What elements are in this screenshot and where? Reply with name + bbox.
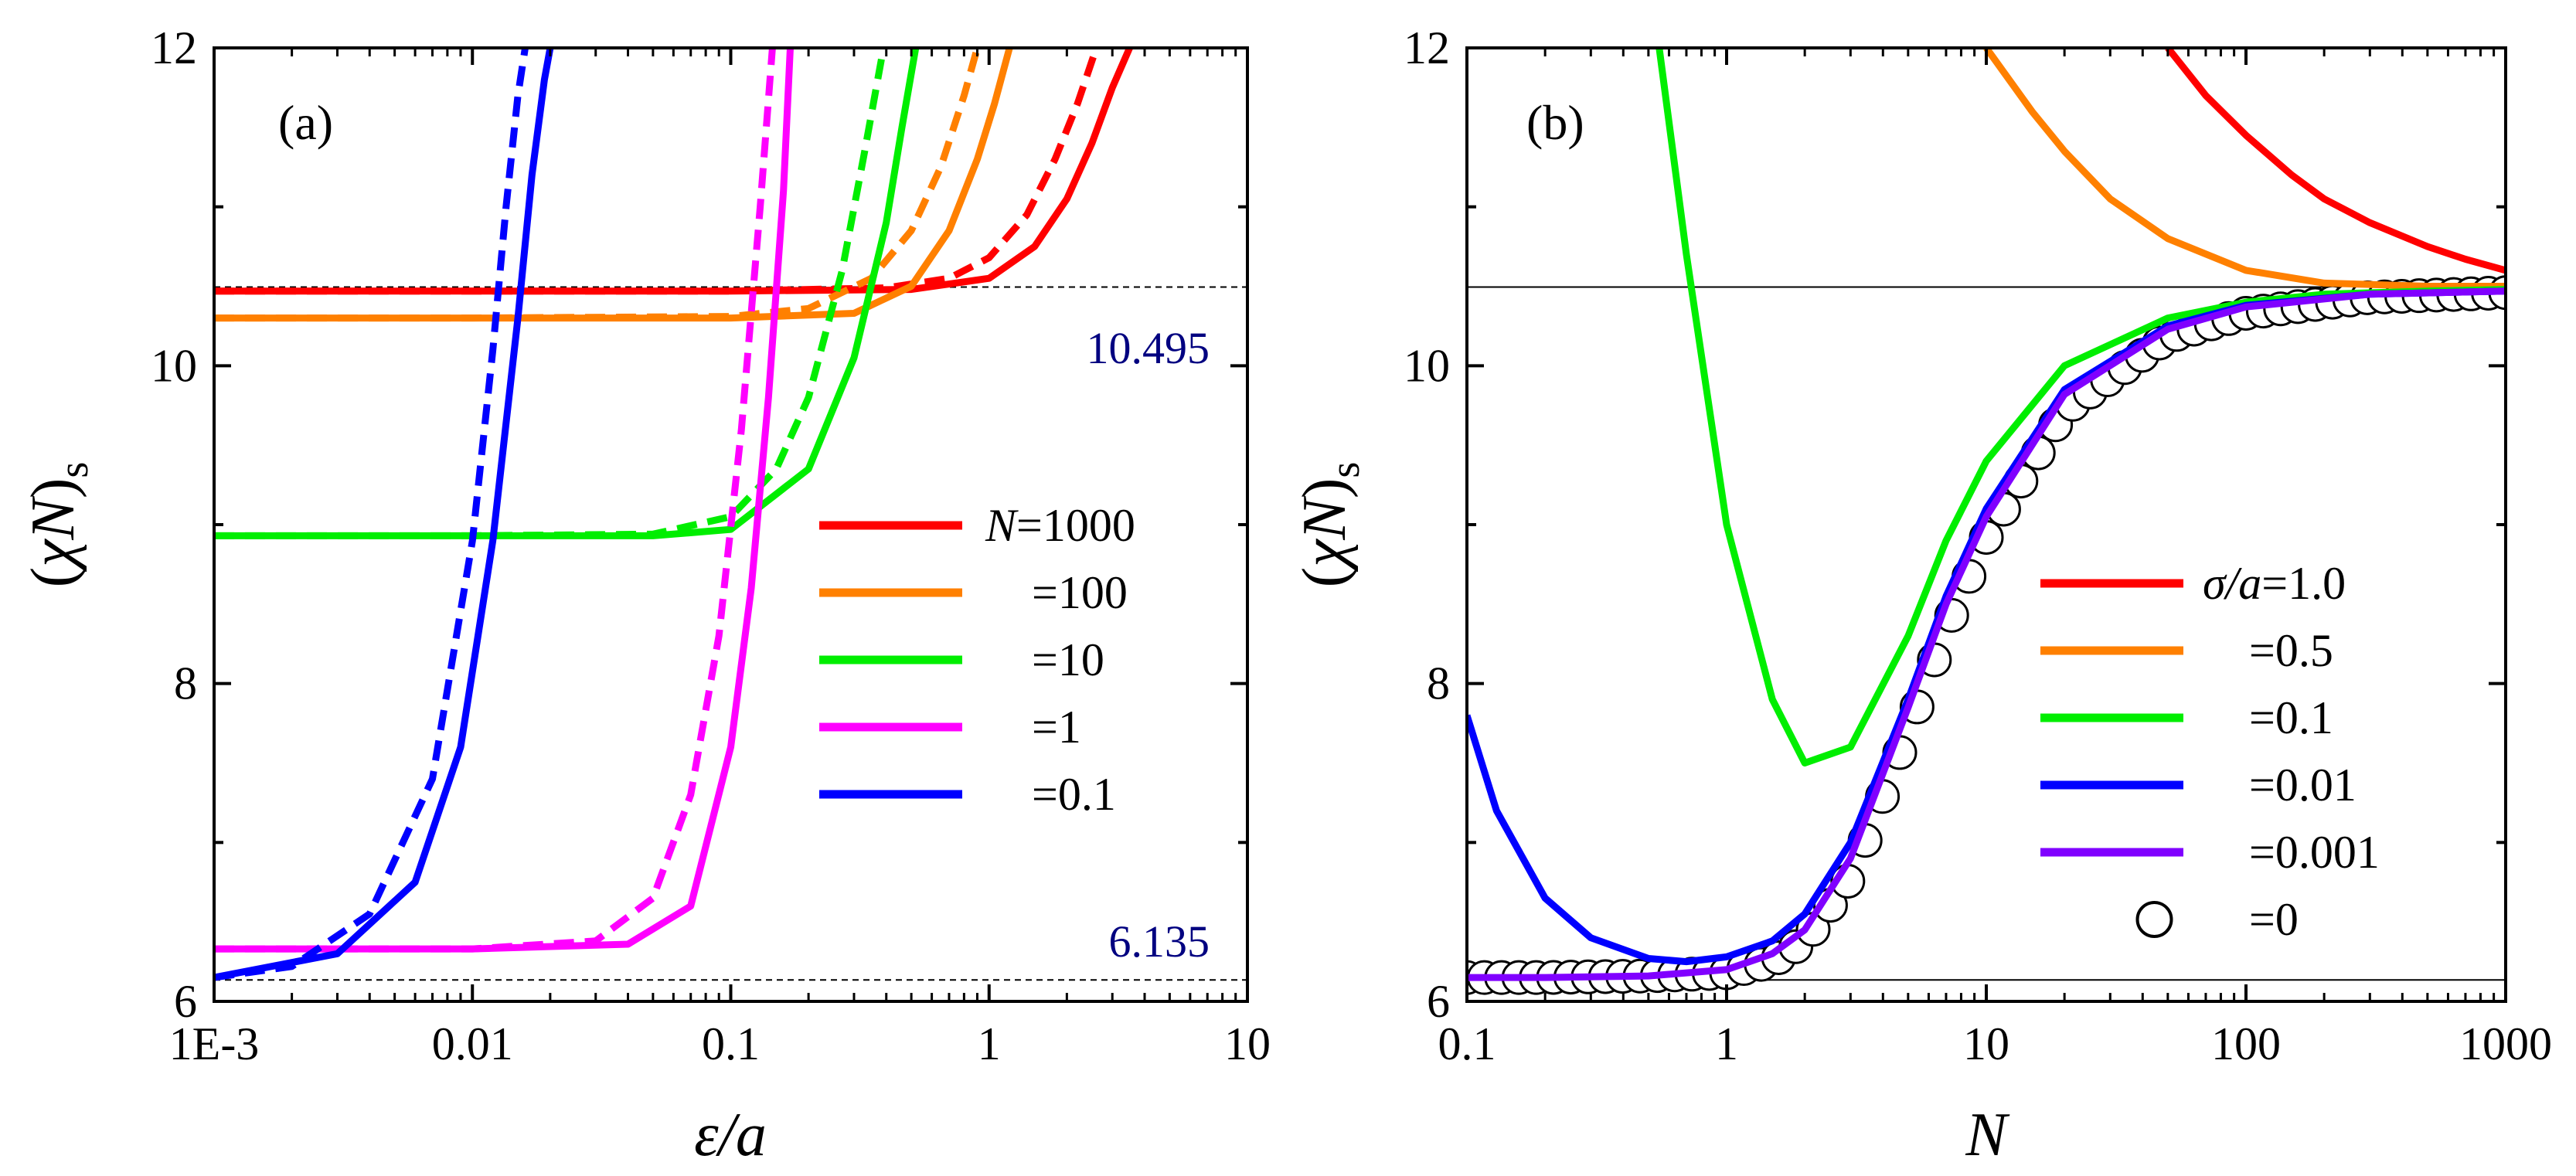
panel-b: 0.1 1 10 100 1000 6 8 10 12 (b) σ/a=1.0 =0.5 =0.1 =… bbox=[1291, 22, 2552, 1169]
panel-a-y-tick-label: 6 bbox=[174, 976, 197, 1027]
panel-b-legend-title: σ/a bbox=[2203, 558, 2261, 609]
panel-b-x-tick-label: 1 bbox=[1715, 1018, 1738, 1069]
panel-b-legend-label: σ/a=1.0 bbox=[2203, 558, 2346, 609]
panel-a-ref-label-lower: 6.135 bbox=[1109, 916, 1210, 967]
panel-a-legend-title: N bbox=[985, 500, 1019, 551]
panel-a-series-solid-line bbox=[214, 48, 794, 953]
panel-b-legend-marker bbox=[2135, 901, 2173, 938]
panel-b-series-line bbox=[1467, 287, 2506, 981]
panel-b-legend-label: =0.5 bbox=[2249, 625, 2333, 676]
panel-a-x-tick-label: 1E-3 bbox=[169, 1018, 260, 1069]
panel-b-y-axis-label: (χN)s bbox=[1291, 462, 1368, 588]
panel-b-x-tick-label: 0.1 bbox=[1438, 1018, 1496, 1069]
panel-a-series-solid-line bbox=[214, 48, 1133, 295]
panel-a-y-tick-label: 12 bbox=[151, 22, 197, 73]
panel-a-x-tick-label: 10 bbox=[1224, 1018, 1271, 1069]
panel-b-label: (b) bbox=[1526, 95, 1584, 150]
panel-b-x-tick-label: 100 bbox=[2211, 1018, 2281, 1069]
panel-a-legend-label: =0.1 bbox=[1032, 769, 1116, 820]
panel-a-series-solid-line bbox=[214, 48, 554, 981]
panel-a-series-dashed-line bbox=[214, 48, 981, 322]
panel-b-legend-label-value: =1.0 bbox=[2261, 558, 2346, 609]
panel-b-y-tick-label: 12 bbox=[1404, 22, 1450, 73]
panel-b-y-tick-label: 10 bbox=[1404, 340, 1450, 391]
panel-a-legend-label-value: =1000 bbox=[1016, 500, 1135, 551]
panel-b-x-axis-label: N bbox=[1965, 1101, 2010, 1169]
panel-a-series-solid-line bbox=[214, 48, 920, 539]
panel-a-series-dashed-line bbox=[214, 48, 529, 981]
panel-a-y-tick-label: 10 bbox=[151, 340, 197, 391]
panel-b-legend-label: =0 bbox=[2249, 894, 2299, 945]
panel-a-label: (a) bbox=[278, 95, 333, 150]
panel-a-legend-label: N=1000 bbox=[985, 500, 1135, 551]
panel-a-x-tick-label: 1 bbox=[978, 1018, 1001, 1069]
panel-b-series-line bbox=[2165, 48, 2506, 274]
panel-a-x-axis-label: ε/a bbox=[694, 1101, 767, 1169]
panel-b-legend: σ/a=1.0 =0.5 =0.1 =0.01 =0.001 =0 bbox=[2040, 558, 2380, 945]
panel-b-x-tick-label: 10 bbox=[1963, 1018, 2009, 1069]
panel-a-curves bbox=[214, 48, 1133, 981]
panel-b-legend-label: =0.001 bbox=[2249, 827, 2380, 878]
panel-a-reference-lines bbox=[214, 286, 1247, 981]
panel-a-legend-label: =10 bbox=[1032, 634, 1104, 685]
panel-a-series-solid-line bbox=[214, 48, 1013, 322]
panel-a-x-tick-label: 0.01 bbox=[432, 1018, 513, 1069]
panel-b-y-tick-label: 6 bbox=[1427, 976, 1450, 1027]
panel-a-y-tick-label: 8 bbox=[174, 658, 197, 709]
panel-b-legend-label: =0.01 bbox=[2249, 760, 2357, 811]
panel-a-ref-label-upper: 10.495 bbox=[1087, 323, 1210, 373]
panel-a-legend: N=1000 =100 =10 =1 =0.1 bbox=[819, 500, 1135, 820]
panel-a-legend-label: =1 bbox=[1032, 702, 1081, 753]
panel-b-x-tick-label: 1000 bbox=[2459, 1018, 2552, 1069]
panel-b-curves bbox=[1467, 48, 2506, 995]
panel-a-y-axis-label: (χN)s bbox=[19, 462, 97, 588]
panel-b-ticks: 0.1 1 10 100 1000 6 8 10 12 bbox=[1404, 22, 2552, 1069]
panel-b-y-tick-label: 8 bbox=[1427, 658, 1450, 709]
panel-b-series-line bbox=[1983, 48, 2506, 290]
panel-b-series-line bbox=[1656, 48, 2506, 766]
panel-a-x-tick-label: 0.1 bbox=[702, 1018, 760, 1069]
panel-a-series-dashed-line bbox=[214, 48, 776, 953]
panel-a-legend-label: =100 bbox=[1032, 567, 1128, 618]
panel-b-legend-label: =0.1 bbox=[2249, 692, 2333, 743]
panel-a-ticks: 1E-3 0.01 0.1 1 10 6 8 10 12 bbox=[151, 22, 1271, 1069]
